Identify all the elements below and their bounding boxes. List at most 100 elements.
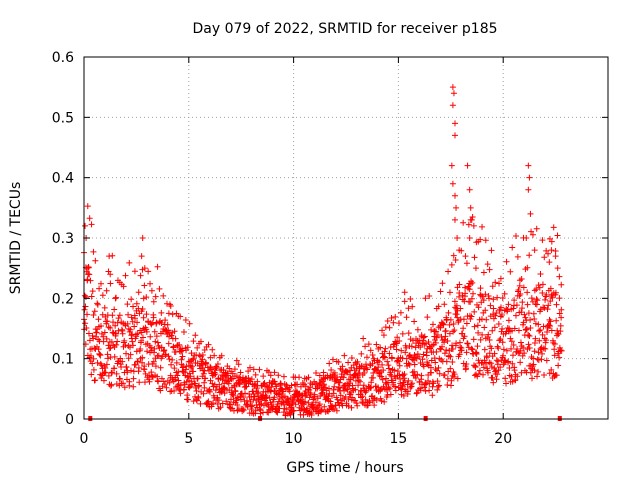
data-point (552, 253, 559, 260)
data-point (537, 326, 544, 333)
data-point (93, 329, 100, 336)
data-point (98, 375, 105, 382)
data-point (481, 324, 488, 331)
data-point (209, 380, 216, 387)
data-point (208, 366, 215, 373)
data-point (101, 304, 108, 311)
data-point (355, 382, 362, 389)
data-point (182, 317, 189, 323)
data-point (101, 329, 108, 336)
data-point (248, 376, 255, 383)
data-point (89, 360, 96, 367)
data-point (88, 371, 95, 378)
data-point (382, 324, 389, 331)
data-point (113, 294, 120, 301)
data-point (280, 373, 287, 380)
data-point (170, 343, 177, 350)
data-point (470, 290, 477, 297)
data-point (89, 332, 96, 339)
data-point (86, 337, 93, 344)
data-point (378, 373, 385, 380)
data-point (313, 370, 320, 377)
data-point (494, 294, 501, 301)
data-point (487, 360, 494, 367)
data-point (217, 404, 224, 411)
data-point (210, 400, 217, 407)
data-points (81, 84, 565, 421)
data-point (482, 360, 489, 367)
data-point (109, 369, 116, 376)
data-point (205, 398, 212, 405)
data-point (103, 287, 110, 294)
data-point (109, 329, 116, 336)
data-point (543, 291, 550, 298)
data-point (447, 365, 454, 372)
data-point (194, 375, 201, 382)
data-point (390, 343, 397, 350)
data-point (92, 257, 99, 264)
x-tick-label: 15 (389, 431, 407, 447)
data-point (523, 235, 530, 241)
data-point (184, 396, 191, 403)
data-point (155, 378, 162, 385)
data-point (504, 324, 511, 331)
data-point (269, 377, 276, 384)
data-point (554, 265, 561, 272)
data-point (425, 377, 432, 384)
data-point (152, 293, 159, 300)
data-point (107, 382, 114, 389)
data-point (138, 337, 145, 344)
data-point (157, 364, 164, 371)
data-point (514, 345, 521, 352)
data-point (407, 384, 414, 391)
data-point (205, 341, 212, 348)
data-point (449, 102, 456, 109)
data-point (495, 358, 502, 365)
data-point (269, 406, 276, 413)
data-point (228, 368, 235, 375)
data-point (439, 320, 446, 327)
data-point (235, 361, 242, 368)
data-point (490, 305, 497, 312)
data-point (432, 359, 439, 366)
y-tick-label: 0.4 (52, 171, 74, 187)
data-point (424, 314, 431, 321)
data-point (396, 320, 403, 327)
data-point (501, 290, 508, 297)
data-point (283, 406, 290, 413)
data-point (131, 315, 138, 322)
data-point (435, 383, 442, 390)
data-point (146, 372, 153, 379)
x-axis-label: GPS time / hours (286, 460, 403, 476)
data-point (266, 394, 273, 401)
data-point (159, 353, 166, 360)
data-point (129, 318, 136, 325)
data-point (505, 317, 512, 324)
data-point (453, 340, 460, 347)
data-point (486, 295, 493, 302)
data-point (432, 366, 439, 373)
data-point (468, 313, 475, 320)
data-point (205, 387, 212, 394)
data-point (88, 221, 95, 228)
data-point (407, 295, 414, 302)
data-point (443, 347, 450, 354)
data-point (509, 352, 516, 359)
data-point (176, 341, 183, 348)
data-point (451, 132, 458, 139)
data-point (448, 377, 455, 384)
chart-title: Day 079 of 2022, SRMTID for receiver p18… (192, 21, 497, 37)
data-point (551, 352, 558, 359)
data-point (326, 360, 333, 367)
data-point (556, 295, 563, 302)
data-point (90, 311, 97, 318)
data-point (202, 375, 209, 382)
data-point (451, 374, 458, 381)
data-point (84, 311, 91, 318)
data-point (128, 314, 135, 321)
data-point (120, 283, 127, 290)
data-point (525, 332, 532, 339)
data-point (488, 247, 495, 254)
data-point (84, 265, 91, 272)
data-point (207, 363, 214, 370)
